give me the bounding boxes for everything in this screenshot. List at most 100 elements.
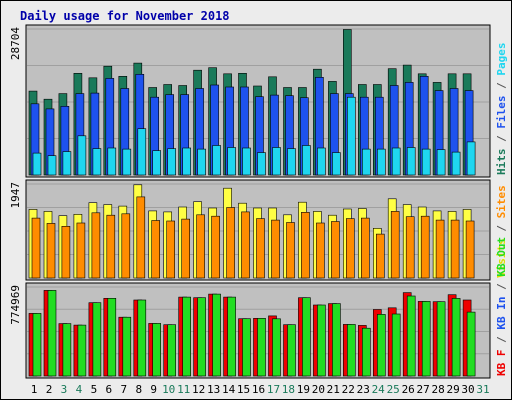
legend-entry: Files xyxy=(495,96,508,129)
x-tick-label: 3 xyxy=(61,383,68,396)
bar xyxy=(106,214,116,279)
panel-hits-files-pages xyxy=(25,24,491,178)
x-tick-label: 16 xyxy=(252,383,265,396)
bar xyxy=(242,318,251,377)
bar xyxy=(167,148,176,176)
bar xyxy=(212,145,221,176)
legend-entry: / xyxy=(495,277,508,297)
x-tick-label: 30 xyxy=(461,383,474,396)
bar xyxy=(227,296,236,377)
bar xyxy=(107,147,117,176)
x-tick-label: 5 xyxy=(91,383,98,396)
bar xyxy=(181,218,190,279)
bar xyxy=(77,324,87,377)
bar xyxy=(450,219,460,279)
x-tick-label: 31 xyxy=(476,383,489,396)
bar xyxy=(466,141,476,176)
panel-visits-sites xyxy=(25,179,491,281)
x-tick-label: 6 xyxy=(105,383,112,396)
bar xyxy=(346,324,356,377)
bar xyxy=(242,147,251,176)
x-tick-label: 15 xyxy=(237,383,250,396)
bar xyxy=(465,220,475,279)
bar xyxy=(107,297,117,377)
bar xyxy=(62,151,72,176)
x-tick-label: 19 xyxy=(297,383,310,396)
bar xyxy=(46,223,56,279)
series-sites xyxy=(31,196,475,279)
bar xyxy=(211,215,220,279)
y-tick-label: 774969 xyxy=(9,285,22,325)
bar xyxy=(62,323,72,377)
x-tick-label: 9 xyxy=(150,383,157,396)
bar xyxy=(361,148,371,176)
legend-entry: Pages xyxy=(495,43,508,76)
bar xyxy=(77,135,87,176)
bar xyxy=(167,324,176,377)
bar xyxy=(92,302,102,377)
legend-entry: Visits xyxy=(495,238,508,278)
legend-entry: KB In xyxy=(495,297,508,330)
bar xyxy=(226,207,235,279)
bar xyxy=(137,128,147,176)
bar xyxy=(92,148,102,176)
bar xyxy=(166,220,175,279)
bar xyxy=(390,211,400,279)
bar xyxy=(152,323,161,377)
bar xyxy=(61,226,71,279)
bar xyxy=(31,217,41,279)
bar xyxy=(136,196,146,279)
x-tick-label: 26 xyxy=(402,383,415,396)
bar xyxy=(360,217,370,279)
legend-entry: / xyxy=(495,218,508,238)
bar xyxy=(286,222,295,279)
x-tick-label: 18 xyxy=(282,383,295,396)
bar xyxy=(435,219,445,279)
panel-kb-f-in-out xyxy=(25,282,491,379)
bar xyxy=(332,152,341,176)
bar xyxy=(227,147,236,176)
chart-panels xyxy=(25,24,491,379)
bar xyxy=(122,148,132,176)
x-tick-label: 8 xyxy=(135,383,142,396)
bar xyxy=(76,222,86,279)
bar xyxy=(272,147,281,176)
bar xyxy=(47,155,57,176)
x-tick-label: 17 xyxy=(267,383,280,396)
x-tick-label: 28 xyxy=(431,383,444,396)
bar xyxy=(272,318,281,377)
bar xyxy=(406,295,416,377)
bar xyxy=(346,96,356,176)
bar xyxy=(287,148,296,176)
bar xyxy=(302,145,311,176)
bar xyxy=(212,293,221,377)
x-tick-label: 1 xyxy=(31,383,38,396)
legend-entry: / xyxy=(495,76,508,96)
bar xyxy=(345,218,355,279)
bar xyxy=(32,152,42,176)
bar xyxy=(257,152,266,176)
x-tick-label: 14 xyxy=(222,383,236,396)
bar xyxy=(436,149,446,176)
bar xyxy=(361,327,371,377)
series-pages xyxy=(32,96,476,176)
x-tick-label: 25 xyxy=(387,383,400,396)
x-tick-label: 29 xyxy=(446,383,459,396)
bar xyxy=(271,219,280,279)
legend-entry: Sites xyxy=(495,185,508,218)
panel-legend: Hits / Files / Pages xyxy=(495,43,508,176)
bar xyxy=(301,212,310,279)
bar xyxy=(466,311,476,377)
bar xyxy=(376,314,386,377)
panel-legend: KB F / KB In / KB Out xyxy=(495,237,508,376)
bar xyxy=(317,304,326,377)
bar xyxy=(32,313,42,377)
x-tick-label: 10 xyxy=(162,383,175,396)
legend-entry: Hits xyxy=(495,149,508,176)
bar xyxy=(196,214,205,279)
x-tick-label: 23 xyxy=(357,383,370,396)
bar xyxy=(91,212,101,279)
bar xyxy=(151,220,160,279)
x-tick-label: 22 xyxy=(342,383,355,396)
